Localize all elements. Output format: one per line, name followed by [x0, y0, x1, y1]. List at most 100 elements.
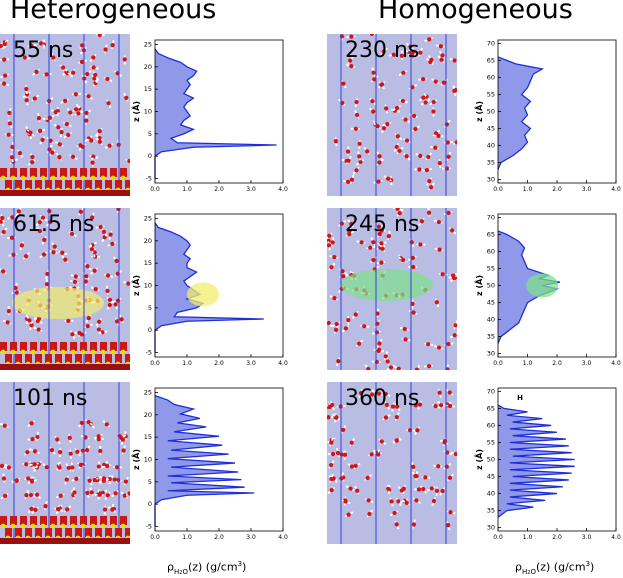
- y-tick-label: 35: [487, 159, 495, 167]
- x-label-rest: (z) (g/cm: [187, 560, 238, 574]
- x-tick-label: 3.0: [246, 360, 256, 367]
- x-tick-label: 4.0: [278, 534, 288, 541]
- y-tick-label: 35: [487, 507, 495, 515]
- y-tick-label: 10: [144, 108, 152, 116]
- het-density-plot-61: -5 0 5 10 15 20 25 0.0 1.0 2.0 3.0 4.0 z (Å): [131, 213, 288, 369]
- y-tick-label: 45: [487, 125, 495, 133]
- y-tick-label: 65: [487, 404, 495, 412]
- density-chart: 30 35 40 45 50 55 60 65 70 0.0 1.0 2.0 3.0 4.0 z (Å): [474, 213, 621, 367]
- x-tick-label: 0.0: [150, 186, 160, 193]
- x-tick-label: 3.0: [582, 534, 592, 541]
- density-chart: 30 35 40 45 50 55 60 65 70 0.0 1.0 2.0 3.0 4.0 z (Å): [474, 39, 621, 193]
- x-tick-label: 1.0: [523, 360, 533, 367]
- density-line: [497, 404, 575, 518]
- hom-density-plot-360: 30 35 40 45 50 55 60 65 70 0.0 1.0 2.0 3.0 4.0 z (Å) H: [474, 387, 621, 543]
- x-tick-label: 1.0: [523, 534, 533, 541]
- density-line: [497, 56, 545, 170]
- y-tick-label: 0: [148, 500, 152, 508]
- water-molecules-image: [333, 34, 457, 196]
- x-label-rho: ρ: [167, 560, 174, 574]
- x-tick-label: 2.0: [552, 534, 562, 541]
- y-tick-label: 20: [144, 63, 152, 71]
- ice-substrate: [0, 516, 130, 544]
- density-area: [155, 222, 264, 353]
- y-tick-label: -5: [146, 175, 152, 183]
- snapshot-time-label: 101 ns: [13, 386, 88, 411]
- het-density-plot-101: -5 0 5 10 15 20 25 0.0 1.0 2.0 3.0 4.0 z (Å): [131, 387, 288, 543]
- y-tick-label: 55: [487, 90, 495, 98]
- water-molecules-image: [0, 208, 130, 370]
- y-tick-label: 10: [144, 282, 152, 290]
- x-tick-label: 4.0: [278, 360, 288, 367]
- x-tick-label: 0.0: [493, 534, 503, 541]
- snapshot-time-label: 230 ns: [345, 38, 420, 63]
- x-tick-label: 4.0: [611, 186, 621, 193]
- y-tick-label: 50: [487, 108, 495, 116]
- y-tick-label: 20: [144, 237, 152, 245]
- density-chart: -5 0 5 10 15 20 25 0.0 1.0 2.0 3.0 4.0 z (Å): [131, 39, 288, 193]
- x-tick-label: 1.0: [182, 360, 192, 367]
- density-line: [154, 394, 255, 527]
- y-tick-label: 40: [487, 490, 495, 498]
- density-chart: -5 0 5 10 15 20 25 0.0 1.0 2.0 3.0 4.0 z (Å): [131, 213, 288, 367]
- x-label-sub-h: H: [173, 567, 180, 576]
- water-molecules: [327, 388, 457, 531]
- y-tick-label: 15: [144, 259, 152, 267]
- y-tick-label: 55: [487, 438, 495, 446]
- y-tick-label: 60: [487, 421, 495, 429]
- x-tick-label: 1.0: [182, 534, 192, 541]
- x-axis-label-hom: ρH2O(z) (g/cm3): [515, 560, 594, 576]
- x-tick-label: 0.0: [150, 360, 160, 367]
- water-molecules-image: [327, 208, 457, 370]
- y-tick-label: 45: [487, 473, 495, 481]
- y-tick-label: 15: [144, 433, 152, 441]
- y-axis-label: z (Å): [474, 275, 484, 296]
- ice-substrate: [0, 342, 130, 370]
- y-tick-label: 50: [487, 456, 495, 464]
- x-label-rho: ρ: [515, 560, 522, 574]
- x-label-sub-o: O: [530, 567, 536, 576]
- density-line: [154, 48, 277, 179]
- nucleus-highlight: [341, 269, 433, 301]
- y-tick-label: 5: [148, 130, 152, 138]
- nucleus-highlight: [12, 287, 104, 319]
- y-tick-label: 0: [148, 152, 152, 160]
- nucleus-highlight-plot: [187, 282, 219, 307]
- y-tick-label: 15: [144, 85, 152, 93]
- density-area: [498, 57, 543, 170]
- x-tick-label: 3.0: [582, 186, 592, 193]
- x-tick-label: 0.0: [150, 534, 160, 541]
- ice-substrate: [0, 168, 130, 196]
- y-axis-label: z (Å): [474, 449, 484, 470]
- y-tick-label: 35: [487, 333, 495, 341]
- homogeneous-title: Homogeneous: [378, 0, 573, 25]
- water-molecules-image: [0, 382, 130, 544]
- y-tick-label: -5: [146, 349, 152, 357]
- y-tick-label: 70: [487, 387, 495, 395]
- x-tick-label: 2.0: [214, 534, 224, 541]
- y-axis-label: z (Å): [131, 275, 141, 296]
- y-tick-label: 40: [487, 142, 495, 150]
- density-chart: 30 35 40 45 50 55 60 65 70 0.0 1.0 2.0 3.0 4.0 z (Å) H: [474, 387, 621, 541]
- y-tick-label: 30: [487, 350, 495, 358]
- y-tick-label: 10: [144, 456, 152, 464]
- x-label-rest: (z) (g/cm: [535, 560, 586, 574]
- hom-density-plot-245: 30 35 40 45 50 55 60 65 70 0.0 1.0 2.0 3.0 4.0 z (Å): [474, 213, 621, 369]
- hom-density-plot-230: 30 35 40 45 50 55 60 65 70 0.0 1.0 2.0 3.0 4.0 z (Å): [474, 39, 621, 195]
- y-tick-label: 55: [487, 264, 495, 272]
- y-tick-label: 60: [487, 73, 495, 81]
- hom-snapshot-245: 245 ns: [327, 208, 457, 370]
- x-tick-label: 4.0: [611, 360, 621, 367]
- x-label-sub-h: H: [521, 567, 528, 576]
- het-snapshot-61: 61.5 ns: [0, 208, 130, 370]
- heterogeneous-title: Heterogeneous: [10, 0, 217, 25]
- y-tick-label: 70: [487, 213, 495, 221]
- x-tick-label: 2.0: [214, 186, 224, 193]
- x-tick-label: 3.0: [246, 534, 256, 541]
- y-tick-label: 5: [148, 304, 152, 312]
- x-tick-label: 2.0: [552, 186, 562, 193]
- y-tick-label: 65: [487, 56, 495, 64]
- x-tick-label: 3.0: [246, 186, 256, 193]
- x-label-close: ): [242, 560, 247, 574]
- y-tick-label: 30: [487, 176, 495, 184]
